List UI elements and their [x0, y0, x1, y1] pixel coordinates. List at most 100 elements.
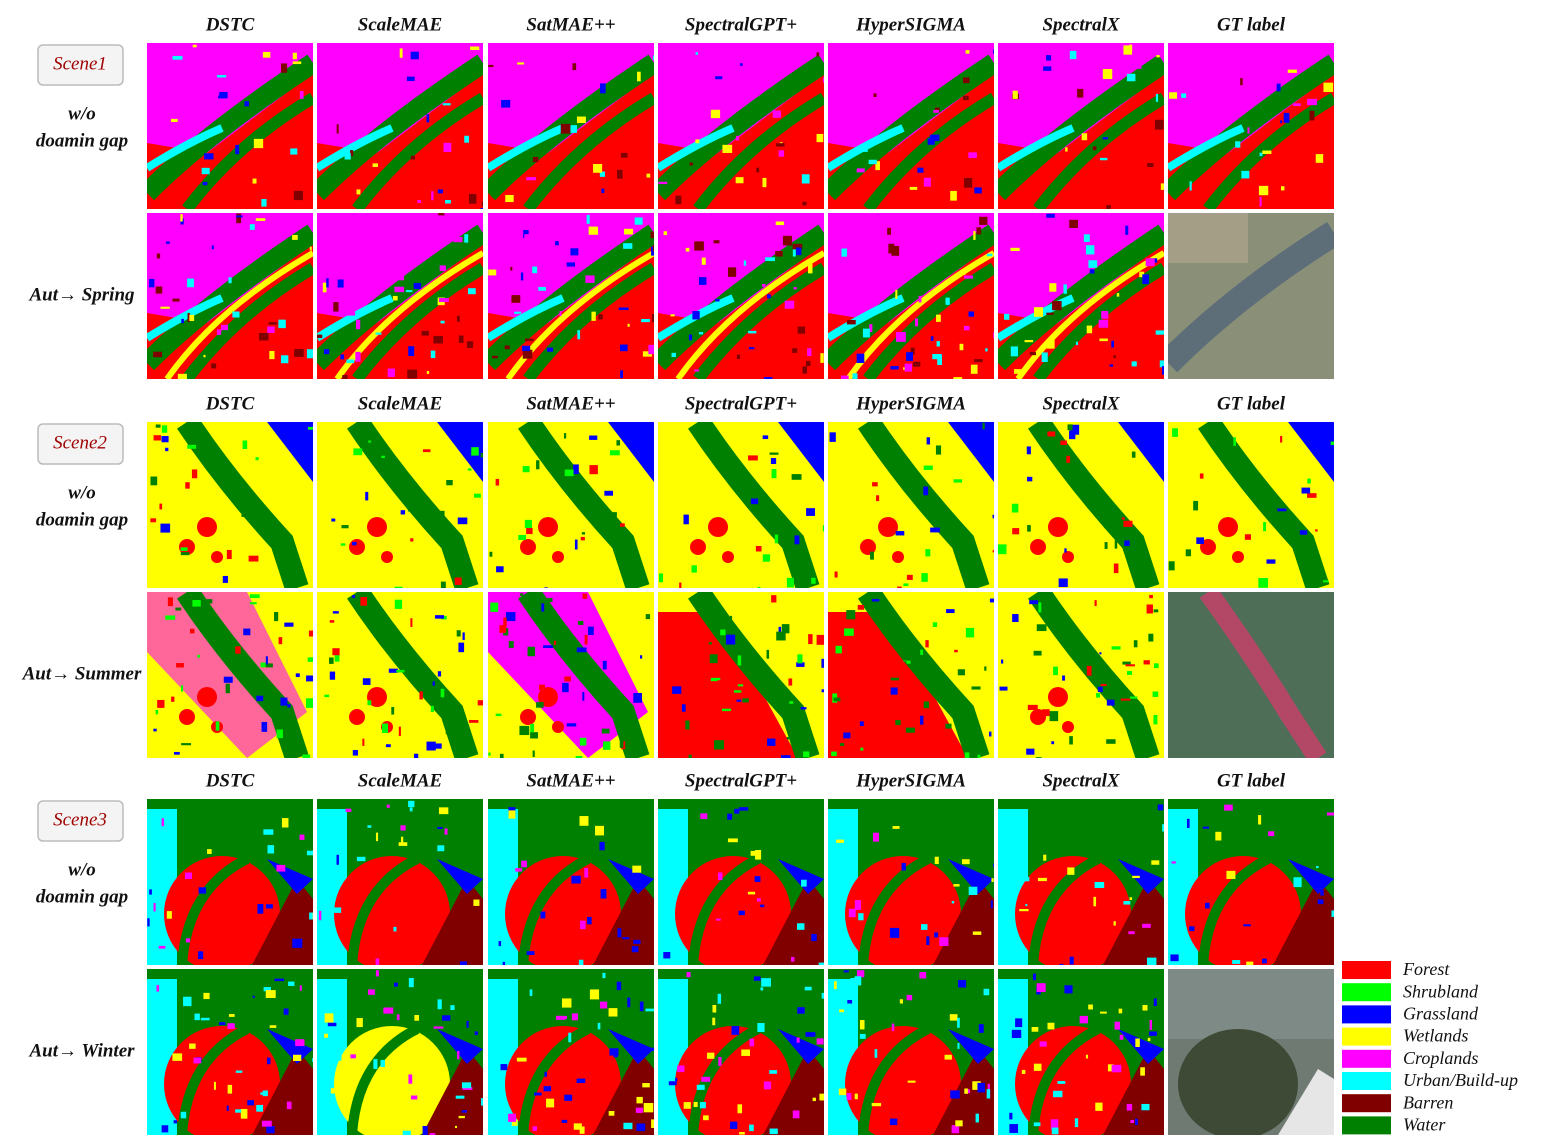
noise: [1015, 1018, 1023, 1028]
noise: [259, 332, 269, 341]
noise: [526, 177, 536, 181]
noise: [1258, 577, 1269, 588]
noise: [434, 335, 443, 344]
noise: [309, 912, 313, 920]
noise: [769, 1070, 778, 1074]
band: [518, 422, 650, 588]
noise: [904, 363, 913, 372]
noise: [210, 287, 216, 291]
noise: [526, 951, 535, 956]
noise: [464, 234, 469, 243]
noise: [538, 286, 546, 291]
noise: [1010, 247, 1020, 251]
segmentation-map: [147, 422, 313, 588]
noise: [587, 626, 594, 636]
noise: [295, 673, 300, 678]
column-header: HyperSIGMA: [855, 14, 966, 35]
noise: [1042, 709, 1050, 717]
noise: [455, 1095, 465, 1099]
noise: [437, 845, 445, 852]
noise: [836, 933, 841, 943]
noise: [225, 683, 230, 694]
noise: [523, 230, 529, 239]
noise: [1280, 435, 1283, 443]
segmentation-map: [998, 799, 1164, 965]
noise: [331, 518, 336, 522]
blob: [860, 709, 876, 725]
noise: [159, 503, 163, 510]
noise: [261, 198, 267, 207]
noise: [437, 826, 443, 829]
noise: [955, 1120, 963, 1127]
noise: [185, 482, 190, 489]
noise: [788, 678, 793, 686]
noise: [471, 447, 479, 456]
noise: [734, 808, 740, 814]
noise: [149, 278, 155, 288]
noise: [652, 313, 654, 323]
noise: [398, 842, 408, 846]
noise: [968, 311, 975, 317]
segmentation-map: [658, 43, 824, 209]
noise: [466, 1020, 469, 1028]
noise: [712, 1017, 716, 1026]
noise: [910, 347, 915, 355]
noise: [1063, 284, 1067, 294]
noise: [761, 978, 771, 987]
noise: [800, 707, 807, 710]
noise: [322, 282, 327, 293]
noise: [1114, 1021, 1121, 1030]
legend-swatch: [1342, 1094, 1391, 1113]
noise: [652, 55, 654, 61]
noise: [327, 1022, 337, 1027]
noise: [970, 364, 978, 374]
grass: [778, 1029, 824, 1064]
column-header: DSTC: [205, 770, 255, 791]
noise: [1129, 897, 1133, 901]
noise: [283, 1008, 289, 1015]
noise: [1154, 119, 1164, 130]
crop: [998, 43, 1164, 153]
row-label: w/o: [68, 859, 95, 880]
band: [828, 294, 905, 342]
noise: [1049, 274, 1056, 279]
noise: [356, 319, 361, 330]
noise: [1046, 55, 1052, 61]
noise: [150, 476, 158, 486]
noise: [1293, 877, 1302, 888]
noise: [530, 732, 539, 739]
noise: [874, 1049, 878, 1058]
noise: [756, 167, 760, 173]
noise: [386, 804, 390, 808]
noise: [341, 525, 349, 529]
noise: [1037, 877, 1047, 882]
noise: [739, 807, 749, 811]
noise: [1046, 339, 1055, 349]
noise: [1244, 534, 1251, 540]
noise: [1092, 146, 1097, 151]
noise: [1046, 312, 1054, 315]
blob: [892, 551, 904, 563]
map-content: [658, 213, 824, 379]
noise: [753, 976, 761, 981]
noise: [189, 628, 195, 634]
noise: [636, 1096, 643, 1104]
noise: [954, 649, 958, 653]
noise: [797, 326, 806, 334]
noise: [218, 1022, 226, 1026]
noise: [617, 928, 622, 938]
noise: [524, 338, 534, 342]
legend-swatch: [1342, 1027, 1391, 1046]
column-header: SpectralGPT+: [685, 14, 797, 35]
noise: [1299, 530, 1308, 535]
noise: [1143, 660, 1150, 665]
noise: [965, 627, 975, 638]
segmentation-map: [658, 969, 824, 1135]
map-content: [1168, 213, 1334, 379]
segmentation-map: [317, 799, 483, 965]
noise: [211, 363, 217, 369]
noise: [573, 1123, 582, 1130]
noise: [712, 1005, 717, 1013]
noise: [342, 374, 348, 379]
noise: [467, 468, 472, 471]
